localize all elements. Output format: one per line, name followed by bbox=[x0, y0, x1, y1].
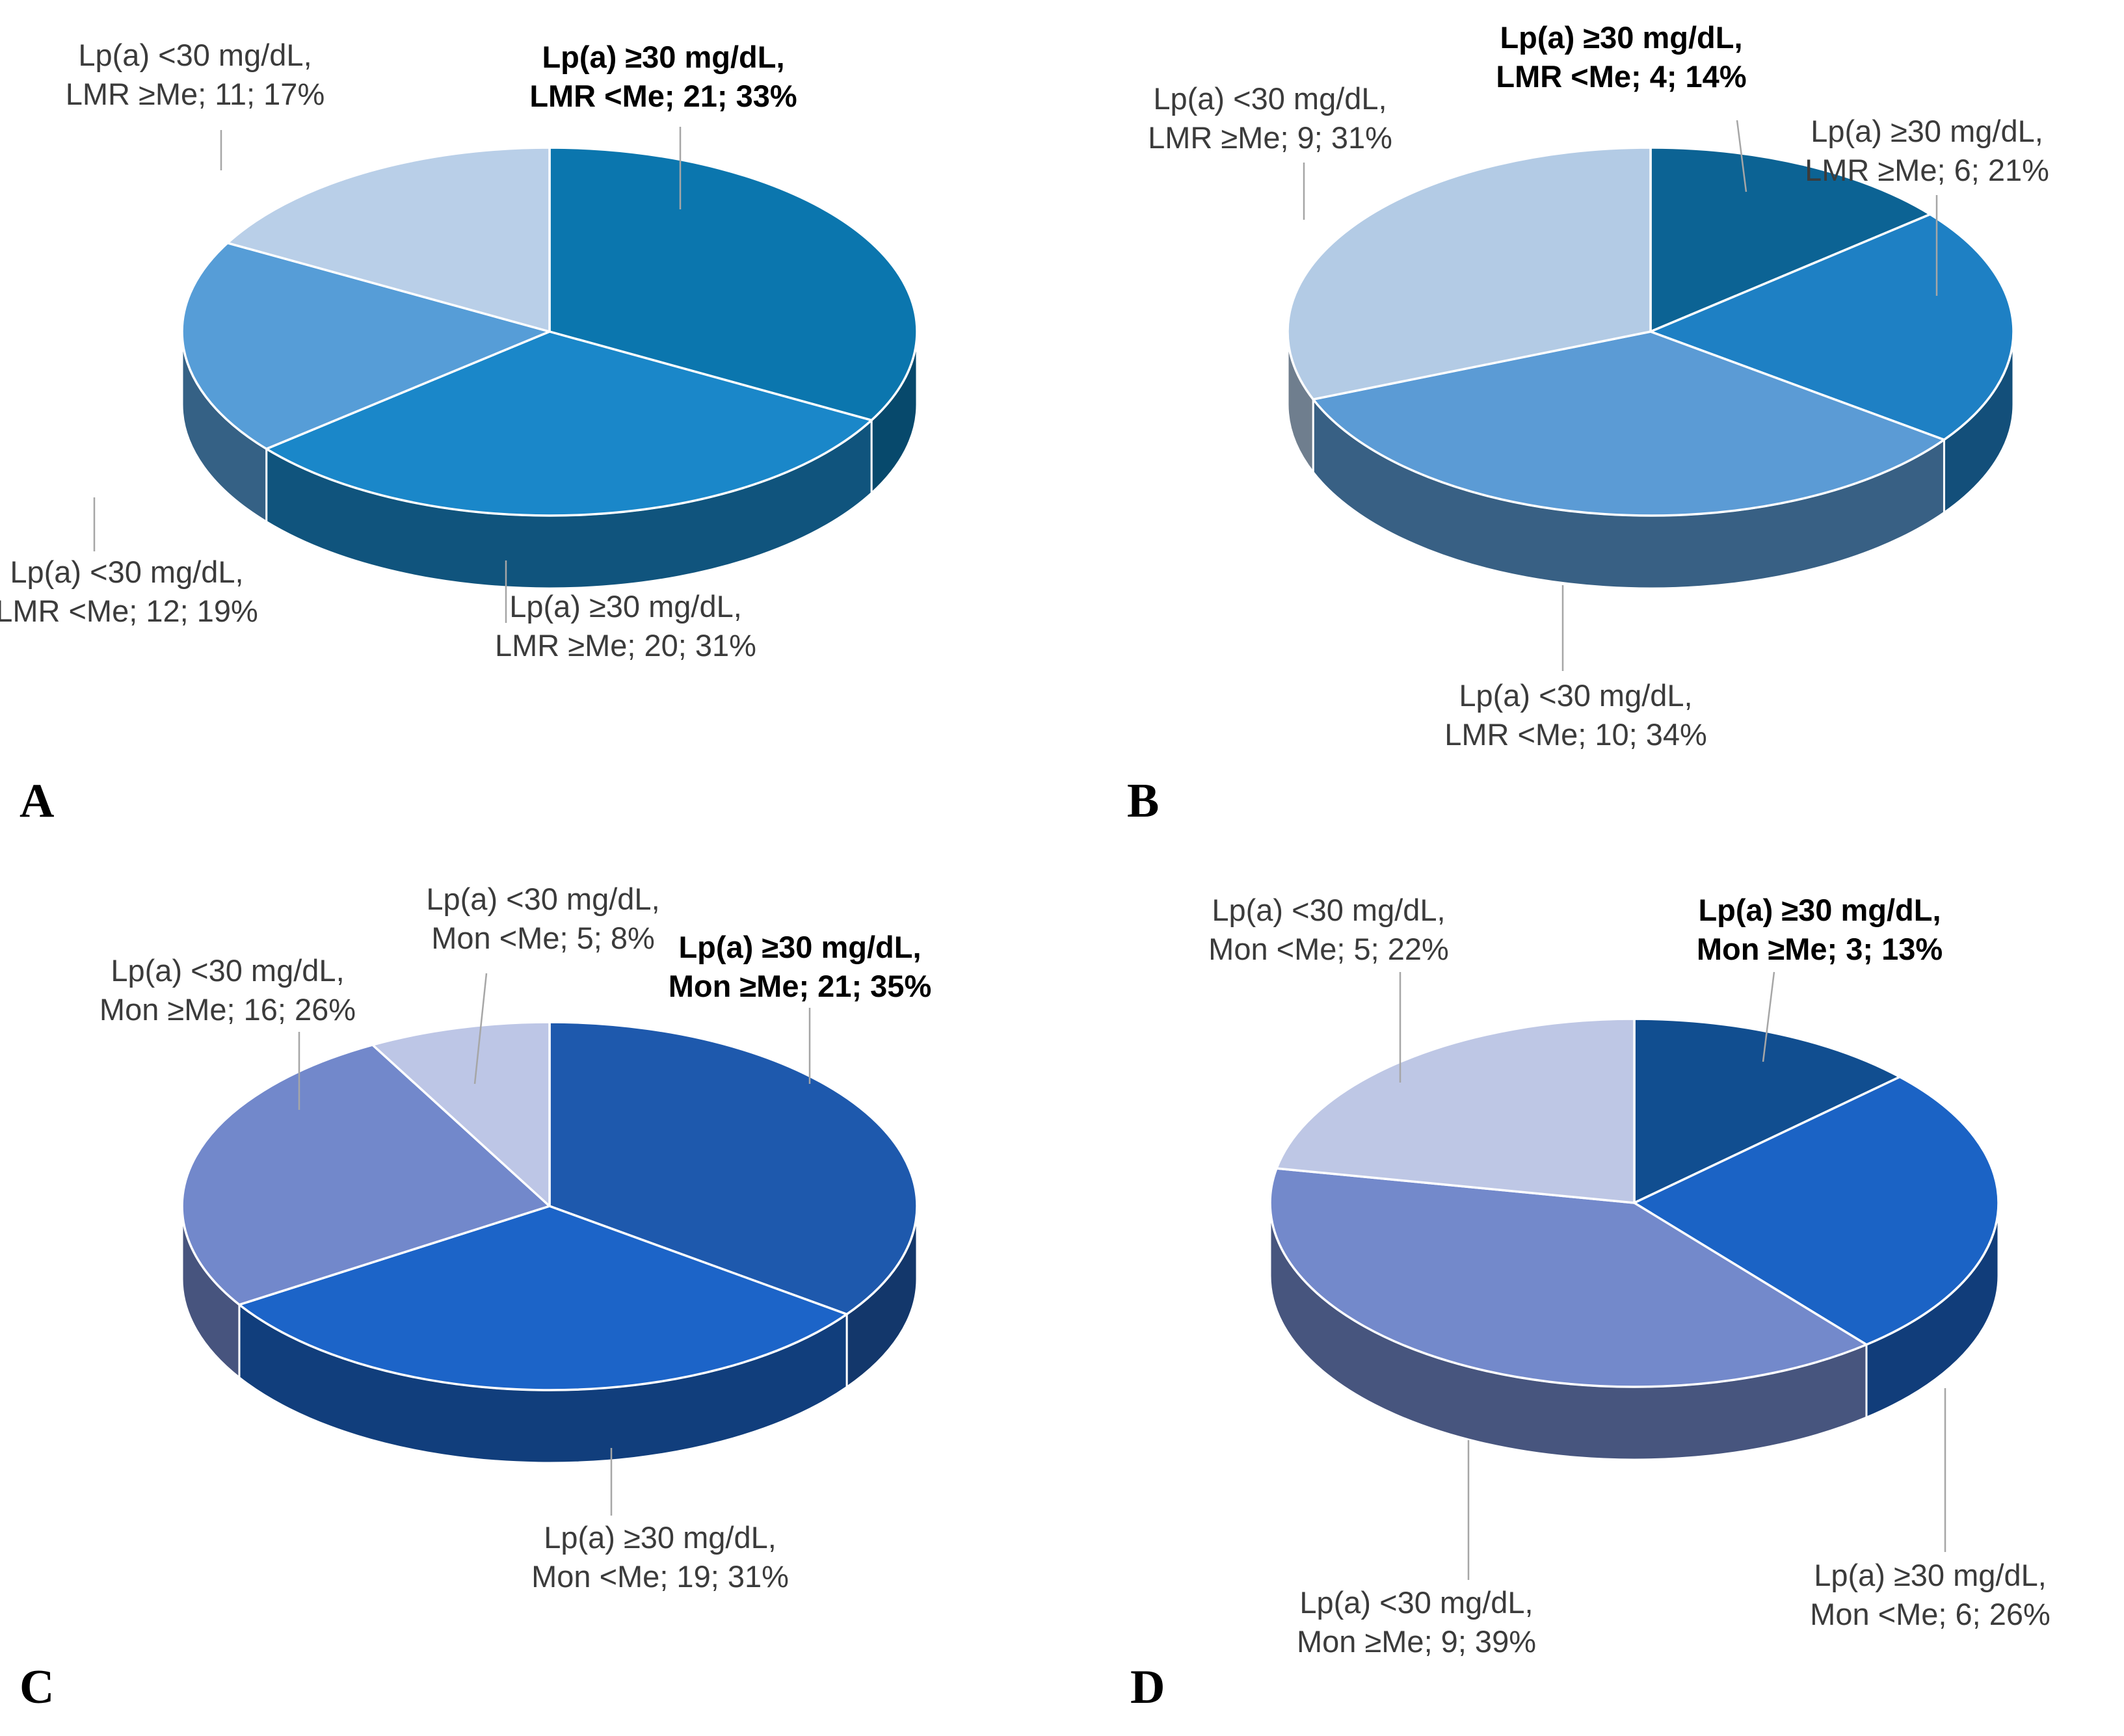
slice-label-a-3: Lp(a) <30 mg/dL, LMR ≥Me; 11; 17% bbox=[66, 36, 325, 114]
pie-slice-c-3 bbox=[371, 1021, 551, 1207]
pie-chart-d bbox=[1269, 971, 2000, 1580]
slice-label-line: Lp(a) ≥30 mg/dL, bbox=[509, 589, 742, 624]
pie-slice-d-0 bbox=[1633, 1018, 1901, 1204]
slice-label-line: Lp(a) <30 mg/dL, bbox=[1459, 678, 1693, 713]
slice-label-b-0: Lp(a) ≥30 mg/dL, LMR <Me; 4; 14% bbox=[1496, 18, 1746, 96]
pie-slice-b-1 bbox=[1649, 213, 2015, 441]
panel-letter-c: C bbox=[20, 1661, 55, 1714]
pie-slice-c-2 bbox=[181, 1044, 551, 1306]
slice-label-line: Lp(a) <30 mg/dL, bbox=[10, 555, 244, 589]
slice-label-d-3: Lp(a) <30 mg/dL, Mon <Me; 5; 22% bbox=[1208, 891, 1449, 969]
pie-slice-d-1 bbox=[1633, 1075, 2000, 1346]
slice-label-a-1: Lp(a) ≥30 mg/dL, LMR ≥Me; 20; 31% bbox=[495, 587, 756, 665]
pie-slice-a-2 bbox=[181, 241, 551, 451]
slice-label-d-1: Lp(a) ≥30 mg/dL, Mon <Me; 6; 26% bbox=[1810, 1556, 2051, 1634]
slice-label-line: LMR ≥Me; 20; 31% bbox=[495, 628, 756, 663]
panel-letter-a: A bbox=[20, 774, 55, 828]
pie-slice-c-0 bbox=[548, 1021, 918, 1316]
pie-slice-b-0 bbox=[1649, 146, 1932, 333]
pie-slice-a-1 bbox=[265, 330, 873, 517]
slice-label-a-0: Lp(a) ≥30 mg/dL, LMR <Me; 21; 33% bbox=[529, 38, 797, 116]
pie-chart-b bbox=[1286, 120, 2015, 671]
slice-label-line: Mon <Me; 5; 22% bbox=[1208, 932, 1449, 966]
slice-label-line: LMR <Me; 4; 14% bbox=[1496, 59, 1747, 94]
panel-letter-b: B bbox=[1127, 774, 1160, 828]
slice-label-line: LMR ≥Me; 9; 31% bbox=[1148, 120, 1392, 155]
slice-label-d-2: Lp(a) <30 mg/dL, Mon ≥Me; 9; 39% bbox=[1297, 1583, 1536, 1661]
slice-label-line: Lp(a) <30 mg/dL, bbox=[1212, 893, 1446, 927]
slice-label-line: Lp(a) ≥30 mg/dL, bbox=[1811, 114, 2043, 148]
slice-label-line: Mon <Me; 6; 26% bbox=[1810, 1597, 2051, 1631]
panel-a: Lp(a) ≥30 mg/dL, LMR <Me; 21; 33% Lp(a) … bbox=[0, 0, 1062, 868]
pie-slice-a-3 bbox=[226, 146, 551, 333]
slice-label-line: Mon ≥Me; 16; 26% bbox=[99, 992, 356, 1027]
slice-label-line: Lp(a) ≥30 mg/dL, bbox=[1814, 1558, 2047, 1592]
pie-slice-c-1 bbox=[238, 1205, 848, 1391]
slice-label-d-0: Lp(a) ≥30 mg/dL, Mon ≥Me; 3; 13% bbox=[1697, 891, 1943, 969]
pie-slice-d-2 bbox=[1269, 1167, 1868, 1388]
slice-label-line: Lp(a) <30 mg/dL, bbox=[1153, 81, 1387, 116]
slice-label-line: Lp(a) ≥30 mg/dL, bbox=[1698, 893, 1941, 927]
slice-label-line: LMR <Me; 10; 34% bbox=[1444, 717, 1707, 752]
slice-label-line: Lp(a) <30 mg/dL, bbox=[426, 882, 660, 916]
pie-slice-b-2 bbox=[1312, 330, 1946, 517]
pie-slice-d-3 bbox=[1275, 1018, 1636, 1204]
slice-label-line: Lp(a) ≥30 mg/dL, bbox=[542, 40, 785, 74]
slice-label-line: LMR <Me; 21; 33% bbox=[529, 79, 797, 113]
leader-line bbox=[1762, 971, 1775, 1062]
slice-label-a-2: Lp(a) <30 mg/dL, LMR <Me; 12; 19% bbox=[0, 553, 258, 631]
slice-label-c-2: Lp(a) <30 mg/dL, Mon ≥Me; 16; 26% bbox=[100, 951, 356, 1029]
slice-label-line: Lp(a) ≥30 mg/dL, bbox=[1500, 20, 1743, 55]
panel-d: Lp(a) ≥30 mg/dL, Mon ≥Me; 3; 13% Lp(a) ≥… bbox=[1062, 868, 2124, 1736]
slice-label-b-3: Lp(a) <30 mg/dL, LMR ≥Me; 9; 31% bbox=[1148, 79, 1392, 157]
leader-line bbox=[1736, 120, 1747, 192]
panel-letter-d: D bbox=[1130, 1661, 1165, 1714]
leader-line bbox=[473, 973, 488, 1085]
pie-slice-a-0 bbox=[548, 146, 918, 422]
slice-label-line: Mon <Me; 19; 31% bbox=[531, 1559, 789, 1594]
panel-b: Lp(a) ≥30 mg/dL, LMR <Me; 4; 14% Lp(a) ≥… bbox=[1062, 0, 2124, 868]
slice-label-line: Lp(a) <30 mg/dL, bbox=[111, 953, 345, 988]
pie-chart-a bbox=[93, 127, 918, 623]
slice-label-c-1: Lp(a) ≥30 mg/dL, Mon <Me; 19; 31% bbox=[531, 1518, 789, 1596]
slice-label-c-3: Lp(a) <30 mg/dL, Mon <Me; 5; 8% bbox=[426, 880, 659, 958]
slice-label-line: Lp(a) <30 mg/dL, bbox=[78, 38, 312, 72]
pie-chart-c bbox=[181, 973, 918, 1516]
panel-c: Lp(a) ≥30 mg/dL, Mon ≥Me; 21; 35% Lp(a) … bbox=[0, 868, 1062, 1736]
slice-label-line: LMR ≥Me; 6; 21% bbox=[1805, 153, 2049, 187]
slice-label-line: Mon ≥Me; 21; 35% bbox=[668, 969, 932, 1003]
slice-label-line: Lp(a) ≥30 mg/dL, bbox=[678, 930, 922, 964]
slice-label-b-1: Lp(a) ≥30 mg/dL, LMR ≥Me; 6; 21% bbox=[1805, 112, 2049, 190]
pie-slice-b-3 bbox=[1286, 146, 1652, 401]
slice-label-line: Mon ≥Me; 9; 39% bbox=[1296, 1624, 1537, 1659]
slice-label-line: Mon <Me; 5; 8% bbox=[431, 921, 655, 955]
slice-label-line: LMR ≥Me; 11; 17% bbox=[65, 77, 325, 111]
slice-label-c-0: Lp(a) ≥30 mg/dL, Mon ≥Me; 21; 35% bbox=[669, 928, 931, 1006]
slice-label-line: Mon ≥Me; 3; 13% bbox=[1696, 932, 1943, 966]
slice-label-line: Lp(a) ≥30 mg/dL, bbox=[544, 1520, 777, 1555]
slice-label-line: LMR <Me; 12; 19% bbox=[0, 594, 258, 628]
slice-label-b-2: Lp(a) <30 mg/dL, LMR <Me; 10; 34% bbox=[1444, 676, 1707, 754]
slice-label-line: Lp(a) <30 mg/dL, bbox=[1299, 1585, 1533, 1620]
